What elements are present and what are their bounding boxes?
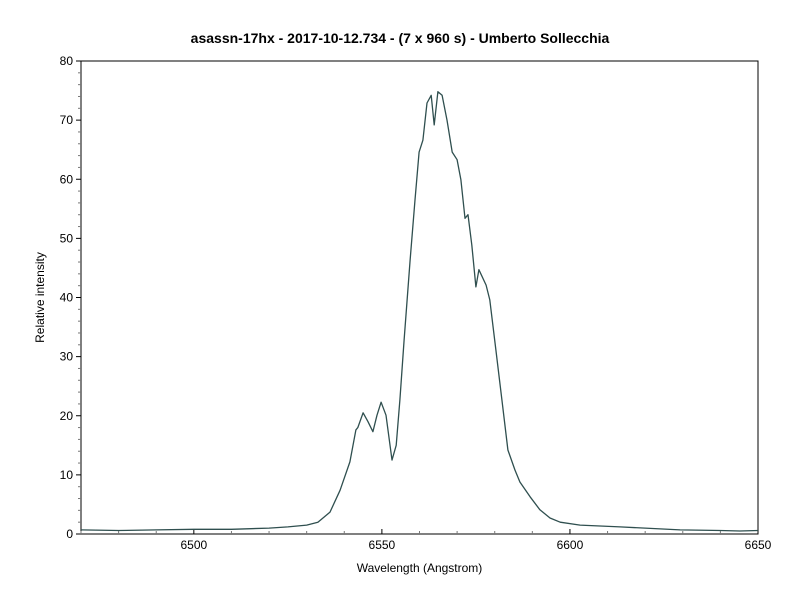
y-tick-label: 20 — [60, 409, 74, 423]
y-tick-label: 80 — [60, 54, 74, 68]
y-tick-label: 0 — [66, 527, 73, 541]
y-tick-label: 50 — [60, 231, 74, 245]
y-axis: 0 10 20 30 40 50 60 70 80 — [60, 54, 81, 541]
y-tick-label: 70 — [60, 113, 74, 127]
x-tick-label: 6650 — [745, 538, 772, 552]
y-tick-label: 30 — [60, 350, 74, 364]
y-tick-label: 60 — [60, 172, 74, 186]
chart-title: asassn-17hx - 2017-10-12.734 - (7 x 960 … — [190, 30, 610, 46]
y-axis-label: Relative intensity — [33, 252, 47, 343]
x-tick-label: 6600 — [557, 538, 584, 552]
x-tick-label: 6500 — [180, 538, 207, 552]
plot-frame — [80, 60, 759, 535]
y-tick-label: 10 — [60, 468, 74, 482]
x-axis: 6500 6550 6600 6650 — [80, 529, 772, 552]
y-tick-label: 40 — [60, 291, 74, 305]
x-axis-label: Wavelength (Angstrom) — [357, 561, 483, 575]
spectrum-line — [80, 91, 759, 532]
x-tick-label: 6550 — [369, 538, 396, 552]
